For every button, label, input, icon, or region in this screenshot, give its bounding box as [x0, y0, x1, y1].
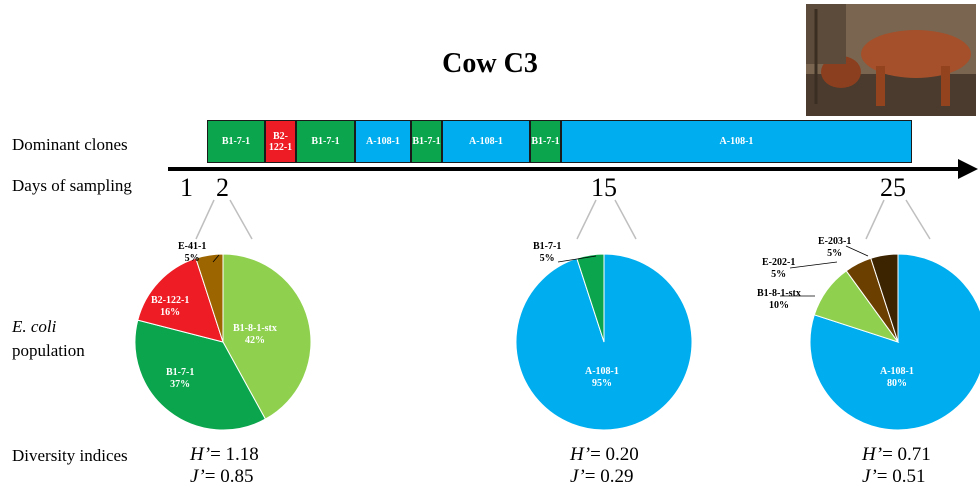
- clone-segment-5: B1-7-1: [411, 120, 442, 163]
- pie1-label-b1-7-1-pct: 37%: [170, 379, 191, 390]
- diversity-index-day2: H’= 1.18 J’= 0.85: [190, 444, 259, 488]
- pie1-label-b1-7-1: B1-7-1 37%: [166, 367, 194, 391]
- pie1-label-b2-122-1-name: B2-122-1: [151, 295, 190, 306]
- pie1-label-b1-8-1-stx: B1-8-1-stx 42%: [233, 323, 277, 347]
- zoom-connectors: [195, 199, 931, 240]
- pie-leader-line-1: [212, 254, 220, 263]
- pie1-label-b1-8-1-stx-pct: 42%: [244, 335, 265, 346]
- pie1-slice-b1-7-1: [134, 319, 267, 431]
- equals-sign: =: [590, 444, 606, 465]
- pie2-label-b1-7-1-pct: 5%: [539, 253, 555, 264]
- clone-segment-7: B1-7-1: [530, 120, 561, 163]
- pie3-label-e-203-1-pct: 5%: [827, 248, 843, 259]
- pie3-label-a-108-1-name: A-108-1: [880, 366, 914, 377]
- pie1-label-e-41-1-pct: 5%: [184, 253, 200, 264]
- pie1-label-b2-122-1-pct: 16%: [160, 307, 181, 318]
- h-value: 0.20: [605, 444, 639, 465]
- pie-leader-line-2: [557, 255, 597, 263]
- pie2-label-a-108-1: A-108-1 95%: [585, 366, 619, 390]
- day-label-25: 25: [880, 173, 906, 202]
- pie2-slice-b1-7-1: [576, 253, 605, 343]
- equals-sign: =: [876, 466, 893, 487]
- pie3-label-b1-8-1-stx-name: B1-8-1-stx: [757, 288, 801, 299]
- pie3-label-a-108-1: A-108-1 80%: [880, 366, 914, 390]
- diversity-index-day15: H’= 0.20 J’= 0.29: [570, 444, 639, 488]
- pie3-label-e-202-1: E-202-1 5%: [762, 257, 795, 281]
- day-label-2: 2: [216, 173, 229, 202]
- pie3-label-e-202-1-name: E-202-1: [762, 257, 796, 268]
- h-symbol: H’: [570, 444, 591, 465]
- j-value: 0.29: [600, 466, 634, 487]
- pie2-label-b1-7-1: B1-7-1 5%: [533, 241, 561, 265]
- ecoli-label: E. coli: [12, 317, 57, 336]
- pie-leader-line-4: [789, 261, 838, 269]
- clone-segment-8: A-108-1: [561, 120, 912, 163]
- j-symbol: J’: [862, 466, 877, 487]
- clone-segment-6: A-108-1: [442, 120, 530, 163]
- clone-segment-3: B1-7-1: [296, 120, 355, 163]
- h-value: 1.18: [225, 444, 259, 465]
- j-symbol: J’: [190, 466, 205, 487]
- pie1-slice-e-41-1: [195, 253, 224, 343]
- equals-sign: =: [584, 466, 601, 487]
- pie1-label-b2-122-1: B2-122-1 16%: [151, 295, 189, 319]
- cow-illustration: [806, 4, 976, 116]
- days-of-sampling-label: Days of sampling: [12, 176, 132, 195]
- pie2-label-a-108-1-pct: 95%: [591, 378, 612, 389]
- pie3-label-e-203-1-name: E-203-1: [818, 236, 852, 247]
- h-symbol: H’: [862, 444, 883, 465]
- j-value: 0.85: [220, 466, 254, 487]
- pie1-slice-b2-122-1: [137, 257, 224, 343]
- dominant-clones-label: Dominant clones: [12, 135, 128, 154]
- pie3-slice-a-108-1: [809, 253, 980, 431]
- pie3-label-a-108-1-pct: 80%: [886, 378, 907, 389]
- pie1-label-e-41-1: E-41-1 5%: [178, 241, 206, 265]
- equals-sign: =: [210, 444, 226, 465]
- pie3-label-b1-8-1-stx: B1-8-1-stx 10%: [757, 288, 801, 312]
- pie1-label-e-41-1-name: E-41-1: [178, 241, 207, 252]
- page-title: Cow C3: [442, 48, 538, 79]
- pie2-label-a-108-1-name: A-108-1: [585, 366, 619, 377]
- h-value: 0.71: [897, 444, 931, 465]
- day-label-15: 15: [591, 173, 617, 202]
- pie3-slice-e-203-1: [870, 253, 899, 343]
- diversity-index-day25: H’= 0.71 J’= 0.51: [862, 444, 931, 488]
- equals-sign: =: [204, 466, 221, 487]
- j-symbol: J’: [570, 466, 585, 487]
- day-label-1: 1: [180, 173, 193, 202]
- diversity-indices-label: Diversity indices: [12, 446, 128, 465]
- h-symbol: H’: [190, 444, 211, 465]
- pie-leader-line-5: [845, 245, 869, 257]
- timeline-arrow: [168, 159, 978, 179]
- pie3-label-e-203-1: E-203-1 5%: [818, 236, 851, 260]
- pie1-label-b1-7-1-name: B1-7-1: [166, 367, 195, 378]
- cow-photo: [806, 4, 976, 116]
- pie3-label-e-202-1-pct: 5%: [771, 269, 787, 280]
- clone-segment-2: B2-122-1: [265, 120, 296, 163]
- j-value: 0.51: [892, 466, 926, 487]
- pie1-slice-b1-8-1-stx: [222, 253, 312, 420]
- clone-segment-1: B1-7-1: [207, 120, 265, 163]
- population-label: population: [12, 341, 85, 360]
- pie1-label-b1-8-1-stx-name: B1-8-1-stx: [233, 323, 277, 334]
- clone-segment-4: A-108-1: [355, 120, 411, 163]
- pie2-label-b1-7-1-name: B1-7-1: [533, 241, 562, 252]
- pie3-label-b1-8-1-stx-pct: 10%: [768, 300, 789, 311]
- equals-sign: =: [882, 444, 898, 465]
